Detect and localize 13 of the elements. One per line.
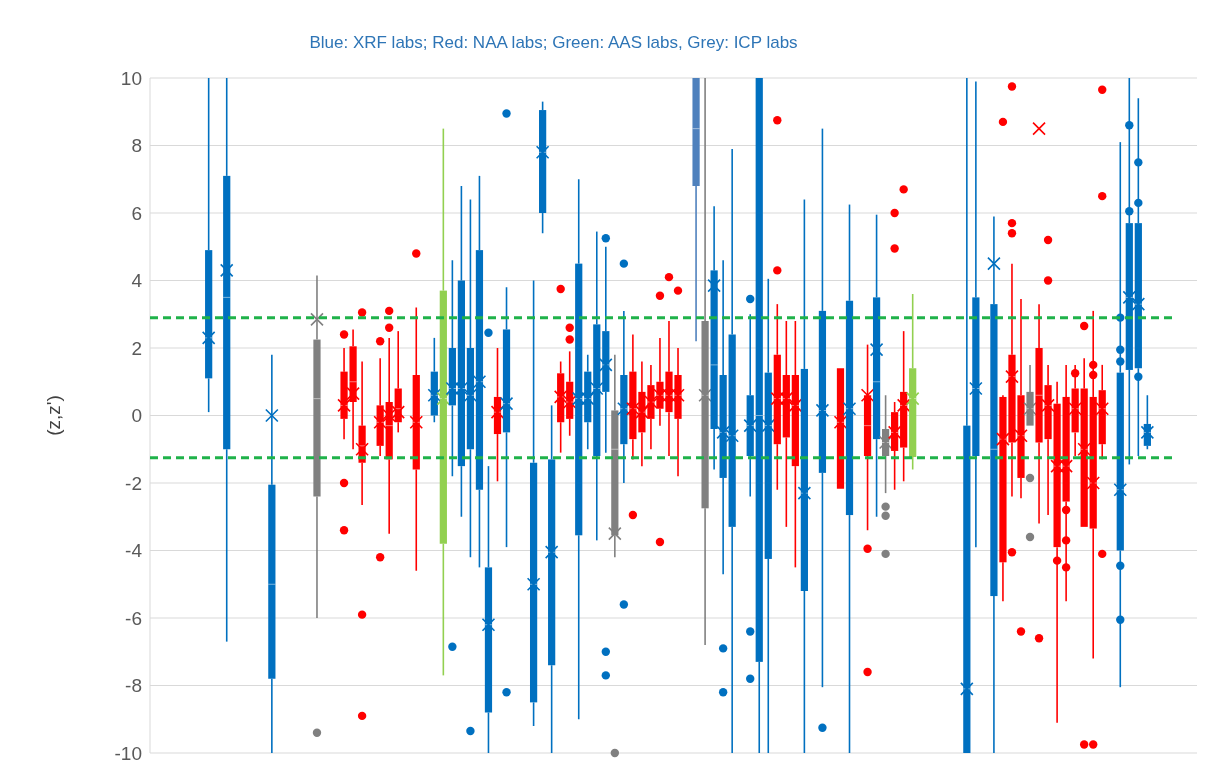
y-tick-label: -8 xyxy=(125,675,142,697)
y-tick-label: -4 xyxy=(125,540,143,562)
y-tick-label: -2 xyxy=(125,472,142,494)
y-tick-label: 6 xyxy=(131,202,142,224)
y-tick-label: 10 xyxy=(120,67,142,89)
y-tick-label: 8 xyxy=(131,135,142,157)
y-axis-title: (z,z') xyxy=(43,395,64,436)
y-tick-label: 0 xyxy=(131,405,142,427)
y-tick-label: 4 xyxy=(131,270,143,292)
y-tick-label: -6 xyxy=(125,607,142,629)
chart-title: Blue: XRF labs; Red: NAA labs; Green: AAS labs, Grey: ICP labs xyxy=(309,33,798,52)
y-tick-label: 2 xyxy=(131,337,142,359)
y-tick-label: -10 xyxy=(114,742,142,764)
